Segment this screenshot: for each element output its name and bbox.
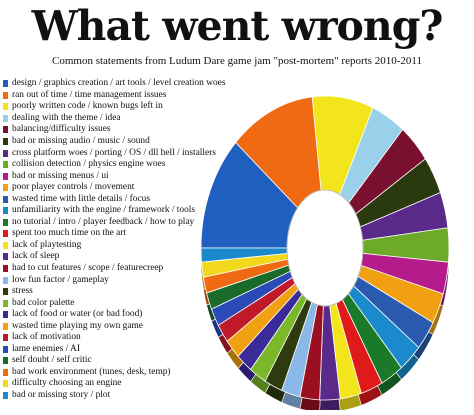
legend-label: bad or missing story / plot xyxy=(12,390,111,401)
legend-label: lack of playtesting xyxy=(12,239,82,250)
legend-swatch xyxy=(3,288,8,296)
legend-label: spent too much time on the art xyxy=(12,228,127,239)
legend-swatch xyxy=(3,184,8,192)
legend-swatch xyxy=(3,80,8,88)
legend-label: bad color palette xyxy=(12,297,75,308)
legend-item: bad or missing audio / music / sound xyxy=(3,136,225,148)
legend-label: collision detection / physics engine woe… xyxy=(12,159,166,170)
legend-item: balancing/difficulty issues xyxy=(3,124,225,136)
legend-swatch xyxy=(3,195,8,203)
legend-item: cross platform woes / porting / OS / dll… xyxy=(3,147,225,159)
legend-swatch xyxy=(3,218,8,226)
legend-label: stress xyxy=(12,286,33,297)
legend-item: bad color palette xyxy=(3,297,225,309)
legend-item: lack of sleep xyxy=(3,251,225,263)
legend-label: bad work environment (tunes, desk, temp) xyxy=(12,366,171,377)
legend-label: lame enemies / AI xyxy=(12,343,80,354)
legend-item: design / graphics creation / art tools /… xyxy=(3,78,225,90)
legend-item: poorly written code / known bugs left in xyxy=(3,101,225,113)
legend-swatch xyxy=(3,299,8,307)
legend-label: unfamiliarity with the engine / framewor… xyxy=(12,205,196,216)
legend-swatch xyxy=(3,265,8,273)
legend-item: lame enemies / AI xyxy=(3,344,225,356)
legend-swatch xyxy=(3,357,8,365)
legend-item: lack of food or water (or bad food) xyxy=(3,309,225,321)
legend-label: dealing with the theme / idea xyxy=(12,112,121,123)
legend-label: lack of sleep xyxy=(12,251,60,262)
legend-swatch xyxy=(3,392,8,400)
legend-label: bad or missing audio / music / sound xyxy=(12,136,150,146)
legend-item: lack of playtesting xyxy=(3,240,225,252)
legend-swatch xyxy=(3,311,8,319)
legend-swatch xyxy=(3,126,8,134)
legend-swatch xyxy=(3,276,8,284)
donut-chart xyxy=(200,95,450,410)
legend-label: poorly written code / known bugs left in xyxy=(12,101,163,112)
chart-title: What went wrong? xyxy=(31,2,444,50)
legend-item: bad or missing story / plot xyxy=(3,390,225,402)
legend-item: difficulty choosing an engine xyxy=(3,378,225,390)
legend-label: difficulty choosing an engine xyxy=(12,378,122,389)
legend-item: wasted time with little details / focus xyxy=(3,193,225,205)
legend-label: ran out of time / time management issues xyxy=(12,89,167,100)
legend-item: self doubt / self critic xyxy=(3,355,225,367)
donut-hole xyxy=(286,189,364,307)
legend-swatch xyxy=(3,380,8,388)
legend-label: wasted time playing my own game xyxy=(12,320,143,331)
legend-item: unfamiliarity with the engine / framewor… xyxy=(3,205,225,217)
legend-item: low fun factor / gameplay xyxy=(3,274,225,286)
legend-swatch xyxy=(3,207,8,215)
legend-label: wasted time with little details / focus xyxy=(12,193,150,204)
legend-item: bad work environment (tunes, desk, temp) xyxy=(3,367,225,379)
legend-label: poor player controls / movement xyxy=(12,182,135,193)
legend-swatch xyxy=(3,91,8,99)
legend-swatch xyxy=(3,334,8,342)
legend-swatch xyxy=(3,149,8,157)
legend-item: spent too much time on the art xyxy=(3,228,225,240)
legend-label: design / graphics creation / art tools /… xyxy=(12,78,226,89)
chart-legend: design / graphics creation / art tools /… xyxy=(3,78,225,401)
legend-swatch xyxy=(3,138,8,145)
legend-swatch xyxy=(3,241,8,249)
legend-item: stress xyxy=(3,286,225,298)
legend-label: cross platform woes / porting / OS / dll… xyxy=(12,147,216,158)
legend-item: lack of motivation xyxy=(3,332,225,344)
legend-item: dealing with the theme / idea xyxy=(3,113,225,125)
donut-slices xyxy=(200,95,450,401)
legend-swatch xyxy=(3,161,8,169)
legend-swatch xyxy=(3,103,8,111)
legend-swatch xyxy=(3,172,8,180)
chart-subtitle: Common statements from Ludum Dare game j… xyxy=(52,55,422,67)
legend-item: had to cut features / scope / featurecre… xyxy=(3,263,225,275)
legend-swatch xyxy=(3,368,8,376)
legend-label: had to cut features / scope / featurecre… xyxy=(12,263,164,274)
legend-swatch xyxy=(3,230,8,238)
legend-swatch xyxy=(3,253,8,261)
legend-item: poor player controls / movement xyxy=(3,182,225,194)
legend-item: no tutorial / intro / player feedback / … xyxy=(3,217,225,229)
legend-label: lack of motivation xyxy=(12,332,81,343)
legend-label: balancing/difficulty issues xyxy=(12,124,111,135)
legend-label: low fun factor / gameplay xyxy=(12,274,109,285)
legend-item: collision detection / physics engine woe… xyxy=(3,159,225,171)
legend-item: bad or missing menus / ui xyxy=(3,170,225,182)
legend-item: ran out of time / time management issues xyxy=(3,90,225,102)
legend-swatch xyxy=(3,322,8,330)
legend-label: no tutorial / intro / player feedback / … xyxy=(12,216,195,227)
legend-item: wasted time playing my own game xyxy=(3,320,225,332)
legend-label: bad or missing menus / ui xyxy=(12,170,109,181)
legend-label: self doubt / self critic xyxy=(12,355,92,366)
legend-swatch xyxy=(3,345,8,353)
legend-label: lack of food or water (or bad food) xyxy=(12,309,143,320)
legend-swatch xyxy=(3,114,8,122)
